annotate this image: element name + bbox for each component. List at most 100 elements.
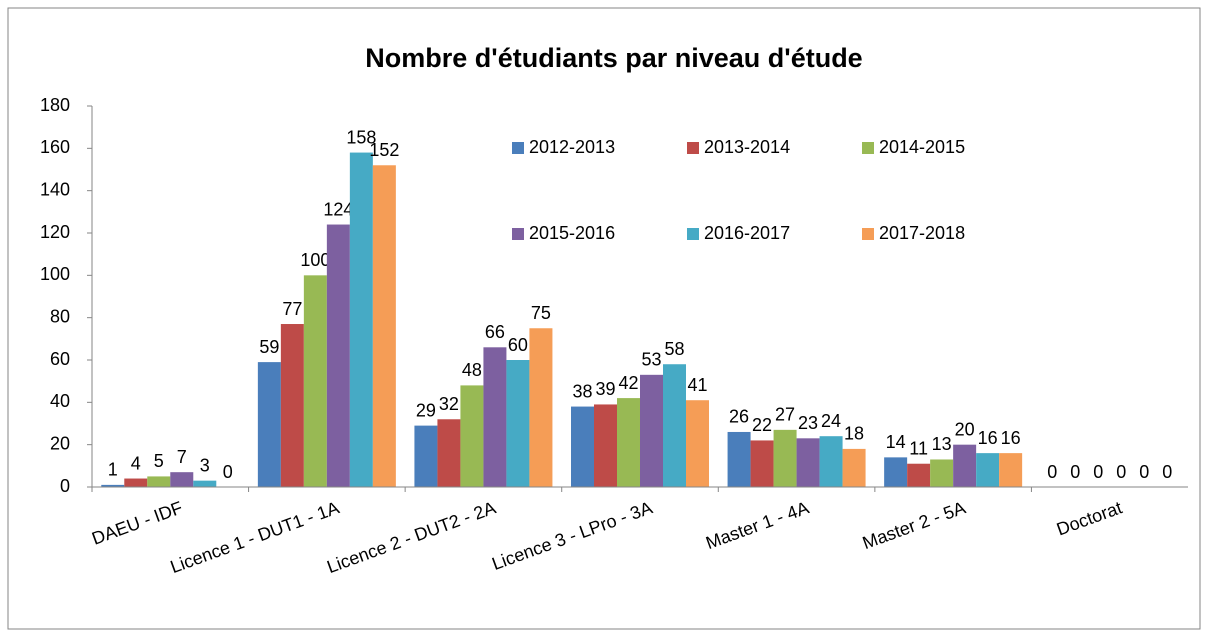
bar bbox=[170, 472, 194, 487]
y-tick-label: 40 bbox=[50, 391, 70, 411]
bar bbox=[953, 444, 977, 487]
bar bbox=[349, 152, 373, 488]
data-label: 0 bbox=[1070, 462, 1080, 482]
y-tick-label: 20 bbox=[50, 433, 70, 453]
data-label: 7 bbox=[177, 447, 187, 467]
bar bbox=[414, 425, 438, 487]
data-label: 29 bbox=[416, 400, 436, 420]
bar bbox=[506, 360, 530, 487]
bar bbox=[907, 463, 931, 487]
legend-label: 2015-2016 bbox=[529, 223, 615, 243]
bar bbox=[529, 328, 553, 487]
data-label: 27 bbox=[775, 405, 795, 425]
data-label: 0 bbox=[1162, 462, 1172, 482]
data-label: 53 bbox=[641, 350, 661, 370]
bar bbox=[750, 440, 774, 487]
data-label: 4 bbox=[131, 453, 141, 473]
data-label: 0 bbox=[1139, 462, 1149, 482]
legend-swatch bbox=[862, 228, 874, 240]
data-label: 124 bbox=[323, 199, 353, 219]
data-label: 0 bbox=[223, 462, 233, 482]
data-label: 41 bbox=[687, 375, 707, 395]
bar bbox=[571, 406, 594, 487]
data-label: 26 bbox=[729, 407, 749, 427]
bar bbox=[976, 453, 1000, 487]
legend-swatch bbox=[687, 142, 699, 154]
bar bbox=[773, 429, 797, 487]
chart-title: Nombre d'étudiants par niveau d'étude bbox=[365, 43, 862, 73]
data-label: 24 bbox=[821, 411, 841, 431]
legend-label: 2017-2018 bbox=[879, 223, 965, 243]
y-tick-label: 140 bbox=[40, 179, 70, 199]
data-label: 13 bbox=[932, 434, 952, 454]
data-label: 38 bbox=[572, 381, 592, 401]
data-label: 0 bbox=[1093, 462, 1103, 482]
data-label: 23 bbox=[798, 413, 818, 433]
bar bbox=[686, 400, 709, 487]
bar bbox=[999, 453, 1023, 487]
bar bbox=[193, 480, 217, 487]
data-label: 77 bbox=[282, 299, 302, 319]
data-label: 14 bbox=[886, 432, 906, 452]
y-tick-label: 120 bbox=[40, 222, 70, 242]
chart-border bbox=[7, 7, 1201, 630]
legend-label: 2016-2017 bbox=[704, 223, 790, 243]
bar bbox=[326, 224, 350, 488]
bar bbox=[460, 385, 484, 487]
bar bbox=[147, 476, 171, 487]
legend-label: 2013-2014 bbox=[704, 137, 790, 157]
bar bbox=[257, 362, 281, 487]
data-label: 16 bbox=[1001, 428, 1021, 448]
legend-swatch bbox=[687, 228, 699, 240]
data-label: 48 bbox=[462, 360, 482, 380]
bar bbox=[483, 347, 507, 487]
data-label: 60 bbox=[508, 335, 528, 355]
data-label: 11 bbox=[909, 438, 928, 458]
bar bbox=[617, 398, 640, 487]
bar bbox=[930, 459, 954, 487]
data-label: 0 bbox=[1116, 462, 1126, 482]
data-label: 66 bbox=[485, 322, 505, 342]
data-label: 39 bbox=[595, 379, 615, 399]
bar bbox=[124, 478, 148, 487]
bar bbox=[280, 324, 304, 487]
y-tick-label: 160 bbox=[40, 137, 70, 157]
bar bbox=[303, 275, 327, 487]
data-label: 75 bbox=[531, 303, 551, 323]
legend-swatch bbox=[512, 228, 524, 240]
bar bbox=[101, 484, 125, 487]
data-label: 158 bbox=[346, 127, 376, 147]
legend-label: 2014-2015 bbox=[879, 137, 965, 157]
bar bbox=[663, 364, 686, 487]
bar bbox=[437, 419, 461, 487]
data-label: 32 bbox=[439, 394, 459, 414]
data-label: 16 bbox=[978, 428, 998, 448]
legend-swatch bbox=[862, 142, 874, 154]
data-label: 0 bbox=[1047, 462, 1057, 482]
bar bbox=[884, 457, 908, 487]
data-label: 42 bbox=[618, 373, 638, 393]
data-label: 1 bbox=[108, 460, 118, 480]
y-tick-label: 0 bbox=[60, 476, 70, 496]
data-label: 58 bbox=[664, 339, 684, 359]
bar bbox=[727, 431, 751, 487]
y-tick-label: 180 bbox=[40, 95, 70, 115]
data-label: 20 bbox=[955, 419, 975, 439]
data-label: 152 bbox=[369, 140, 399, 160]
data-label: 3 bbox=[200, 455, 210, 475]
legend-label: 2012-2013 bbox=[529, 137, 615, 157]
data-label: 18 bbox=[844, 424, 864, 444]
bar bbox=[594, 404, 617, 487]
y-tick-label: 100 bbox=[40, 264, 70, 284]
y-tick-label: 80 bbox=[50, 306, 70, 326]
legend-swatch bbox=[512, 142, 524, 154]
y-tick-label: 60 bbox=[50, 349, 70, 369]
bar bbox=[819, 436, 843, 487]
data-label: 59 bbox=[259, 337, 279, 357]
data-label: 5 bbox=[154, 451, 164, 471]
bar bbox=[640, 374, 663, 487]
data-label: 100 bbox=[300, 250, 330, 270]
bar bbox=[842, 448, 866, 487]
data-label: 22 bbox=[752, 415, 772, 435]
